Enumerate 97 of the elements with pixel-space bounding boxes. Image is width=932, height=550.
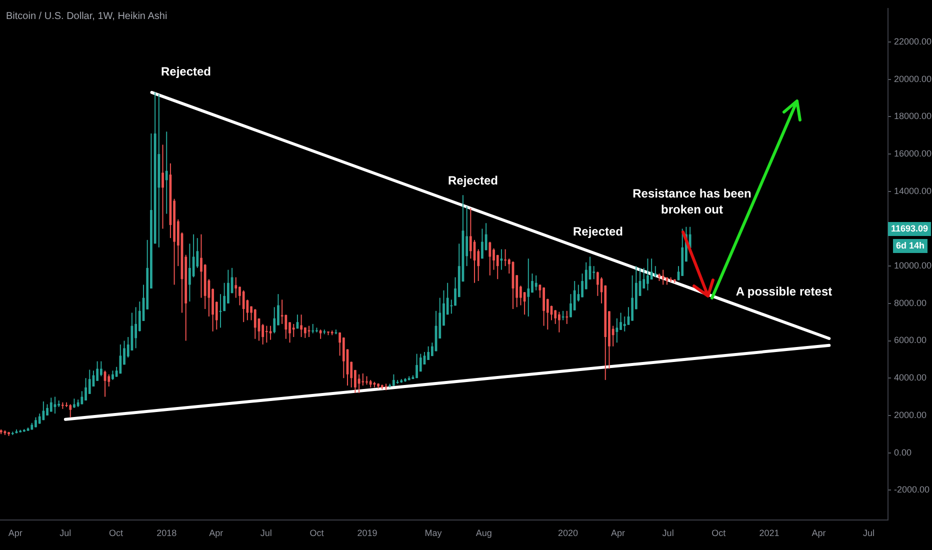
candlestick: [165, 131, 168, 214]
y-tick-label: 0.00: [894, 447, 912, 458]
y-tick-label: 10000.00: [894, 260, 932, 271]
candlestick: [662, 269, 664, 286]
annotation: Rejected: [160, 64, 212, 78]
candlestick: [273, 306, 276, 334]
y-tick-label: 8000.00: [894, 298, 927, 308]
chart-title: Bitcoin / U.S. Dollar, 1W, Heikin Ashi: [6, 10, 168, 22]
text: 6d 14h: [896, 240, 925, 250]
candlestick: [542, 286, 545, 326]
candlestick: [616, 318, 618, 344]
candlestick: [269, 325, 272, 340]
candlestick: [284, 314, 288, 340]
candlestick: [319, 329, 322, 340]
x-tick-label: Apr: [8, 528, 22, 538]
candlestick: [646, 258, 649, 291]
candlestick: [558, 311, 560, 333]
candlestick: [265, 325, 268, 344]
x-tick-label: Apr: [611, 528, 626, 538]
candlestick: [200, 234, 202, 298]
candlestick: [623, 316, 626, 332]
y-tick-label: 16000.00: [894, 148, 932, 159]
x-tick-label: 2021: [759, 528, 780, 538]
candlestick: [312, 323, 314, 334]
annotation: Rejected: [572, 224, 624, 238]
y-tick-label: 14000.00: [894, 186, 932, 196]
candlestick: [362, 372, 364, 386]
y-tick-label: 6000.00: [894, 335, 927, 346]
candlestick: [100, 360, 102, 377]
candlestick: [38, 413, 41, 424]
x-tick-label: 2019: [357, 528, 378, 538]
y-tick-label: 4000.00: [894, 372, 927, 383]
candlestick: [46, 404, 48, 416]
candlestick: [581, 273, 584, 298]
candlestick: [134, 306, 138, 349]
x-tick-label: Oct: [310, 528, 324, 538]
candlestick: [188, 243, 191, 302]
x-tick-label: Apr: [209, 528, 224, 538]
candlestick: [84, 378, 87, 401]
candlestick: [534, 274, 538, 291]
candlestick: [108, 374, 110, 387]
y-tick-label: 18000.00: [894, 111, 932, 122]
y-tick-label: -2000.00: [894, 484, 930, 495]
candlestick: [34, 416, 37, 428]
candlestick: [342, 336, 345, 379]
candlestick: [80, 390, 84, 405]
candlestick: [238, 286, 241, 306]
y-tick-label: 22000.00: [894, 36, 932, 46]
candlestick: [566, 310, 568, 324]
x-tick-label: Aug: [476, 528, 492, 538]
annotation: A possible retest: [736, 284, 832, 298]
candlestick: [554, 309, 557, 324]
candlestick: [254, 308, 256, 340]
x-tick-label: Apr: [812, 528, 826, 538]
candlestick: [592, 266, 596, 280]
candlestick: [73, 398, 76, 408]
y-tick-label: 20000.00: [894, 74, 932, 84]
y-tick-label: 2000.00: [894, 410, 927, 420]
candlestick: [112, 370, 114, 380]
x-tick-label: Oct: [712, 528, 726, 538]
candlestick: [596, 271, 599, 296]
x-tick-label: May: [424, 528, 442, 538]
annotation: Rejected: [448, 173, 498, 188]
candlestick: [527, 258, 530, 317]
x-tick-label: Jul: [662, 528, 674, 538]
candlestick: [481, 228, 484, 260]
candlestick: [234, 276, 238, 298]
x-tick-label: 2020: [558, 528, 578, 538]
candlestick: [223, 282, 226, 312]
text: 11693.09: [890, 223, 928, 234]
annotation: Resistance has been broken out: [632, 186, 752, 216]
x-tick-label: Jul: [60, 528, 72, 538]
candlestick: [531, 273, 534, 294]
candlestick: [469, 208, 472, 260]
x-tick-label: Jul: [863, 528, 875, 538]
candlestick: [69, 404, 72, 418]
candlestick: [650, 258, 653, 280]
candlestick: [570, 294, 572, 318]
x-tick-label: 2018: [156, 528, 177, 538]
candlestick: [427, 346, 430, 360]
candlestick: [242, 290, 245, 323]
x-tick-label: Oct: [109, 528, 124, 538]
candlestick: [392, 374, 395, 386]
candlestick: [631, 274, 634, 322]
candlestick: [504, 248, 506, 267]
candlestick: [654, 266, 657, 278]
candlestick: [488, 241, 492, 276]
x-tick-label: Jul: [260, 528, 272, 538]
candlestick: [292, 323, 295, 338]
candlestick: [162, 144, 164, 230]
candlestick: [450, 299, 453, 314]
candlestick: [42, 400, 45, 421]
candlestick: [119, 344, 122, 374]
candlestick: [50, 397, 52, 412]
candlestick: [416, 353, 418, 379]
candlestick: [300, 314, 303, 338]
candlestick: [620, 312, 622, 330]
